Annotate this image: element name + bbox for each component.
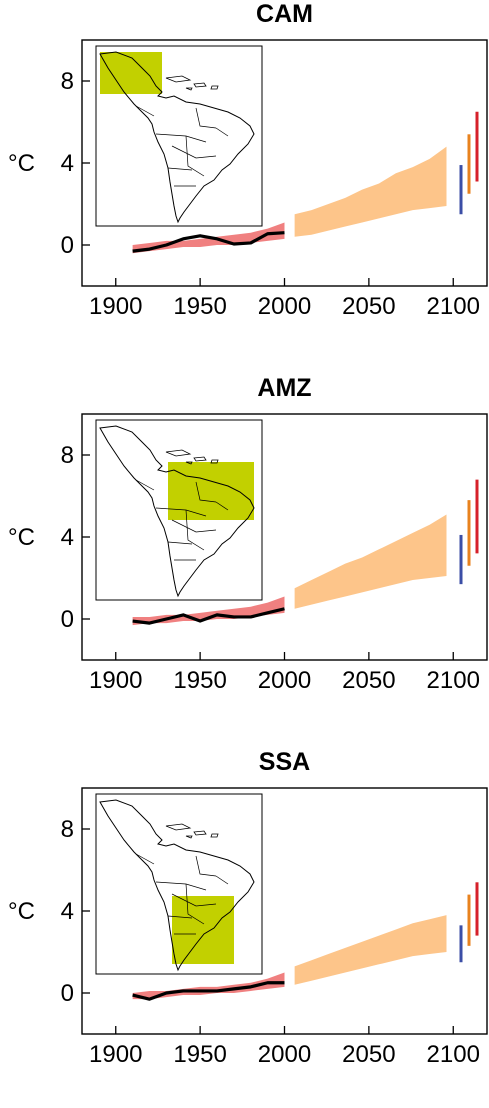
chart-amz: AMZ 0 4 8 1900 1950 2000 2050 2100 °C [0,374,489,734]
map-highlight-region [100,52,162,94]
y-axis-label: °C [8,524,35,551]
y-axis-label: °C [8,150,35,177]
panel-amz: AMZ 0 4 8 1900 1950 2000 2050 2100 °C [0,374,489,734]
projection-band [295,514,447,608]
x-tick-label: 1950 [173,293,226,320]
x-tick-label: 1950 [173,1041,226,1068]
chart-title: CAM [256,0,313,28]
y-tick-label: 0 [61,980,74,1007]
x-tick-label: 2050 [342,667,395,694]
y-tick-label: 4 [61,524,74,551]
x-tick-label: 1900 [89,667,142,694]
x-tick-label: 2100 [427,667,480,694]
panel-ssa: SSA 0 4 8 1900 1950 2000 2050 2100 °C [0,748,489,1108]
y-tick-label: 8 [61,442,74,469]
panel-cam: CAM 0 4 8 1900 1950 2000 2050 2100 °C [0,0,489,360]
projection-band [295,915,447,985]
x-tick-label: 1950 [173,667,226,694]
y-axis-label: °C [8,898,35,925]
x-tick-label: 2050 [342,1041,395,1068]
map-highlight-region [172,896,234,964]
x-tick-label: 2000 [258,293,311,320]
region-map-inset [96,46,262,226]
x-tick-label: 1900 [89,293,142,320]
x-tick-label: 2100 [427,1041,480,1068]
x-tick-label: 2050 [342,293,395,320]
x-tick-label: 2000 [258,667,311,694]
y-tick-label: 8 [61,816,74,843]
x-tick-label: 2000 [258,1041,311,1068]
x-tick-label: 2100 [427,293,480,320]
y-tick-label: 4 [61,898,74,925]
y-tick-label: 8 [61,68,74,95]
chart-title: SSA [259,748,310,776]
projection-band [295,147,447,237]
y-tick-label: 4 [61,150,74,177]
region-map-inset [96,420,262,600]
y-tick-label: 0 [61,606,74,633]
x-tick-label: 1900 [89,1041,142,1068]
chart-title: AMZ [257,374,311,402]
y-tick-label: 0 [61,232,74,259]
chart-ssa: SSA 0 4 8 1900 1950 2000 2050 2100 °C [0,748,489,1073]
chart-cam: CAM 0 4 8 1900 1950 2000 2050 2100 °C [0,0,489,360]
region-map-inset [96,794,262,974]
map-highlight-region [168,462,254,520]
